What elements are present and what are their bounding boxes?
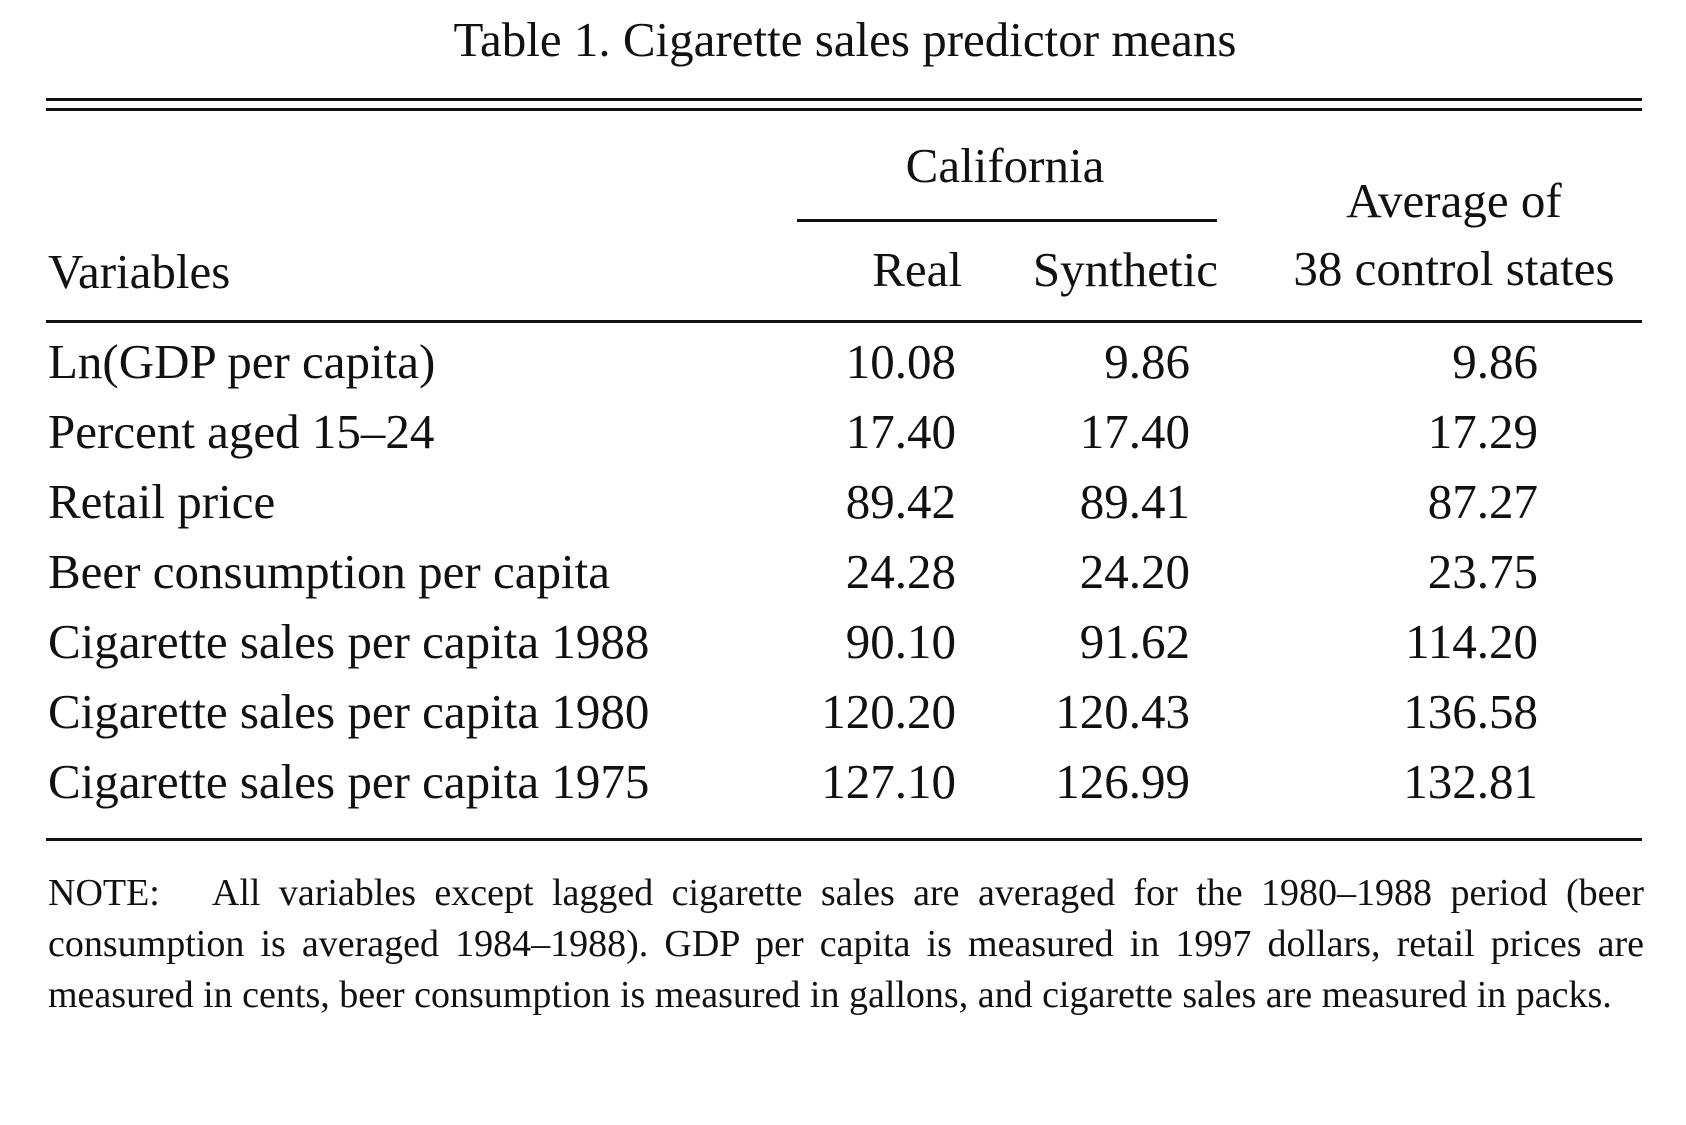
row-synthetic-value: 120.43 (1055, 684, 1190, 739)
table-row: Cigarette sales per capita 1975 127.10 1… (0, 750, 1686, 820)
row-synthetic-value: 9.86 (1104, 334, 1190, 389)
row-variable: Beer consumption per capita (48, 544, 610, 599)
row-synthetic-value: 24.20 (1079, 544, 1190, 599)
row-real-value: 120.20 (821, 684, 956, 739)
table-row: Ln(GDP per capita) 10.08 9.86 9.86 (0, 330, 1686, 400)
average-header-line1: Average of (1346, 173, 1562, 228)
row-synthetic-value: 91.62 (1079, 614, 1190, 669)
california-group-rule (797, 219, 1217, 222)
row-real-value: 89.42 (845, 474, 956, 529)
header-rule (46, 320, 1642, 323)
table-row: Beer consumption per capita 24.28 24.20 … (0, 540, 1686, 610)
row-real-value: 17.40 (845, 404, 956, 459)
table-row: Percent aged 15–24 17.40 17.40 17.29 (0, 400, 1686, 470)
row-average-value: 136.58 (1403, 684, 1538, 739)
row-real-value: 127.10 (821, 754, 956, 809)
table-row: Cigarette sales per capita 1988 90.10 91… (0, 610, 1686, 680)
bottom-rule (46, 838, 1642, 841)
table-note: NOTE: All variables except lagged cigaret… (48, 868, 1644, 1021)
california-group-header: California (905, 138, 1105, 193)
row-real-value: 90.10 (845, 614, 956, 669)
row-synthetic-value: 89.41 (1079, 474, 1190, 529)
row-real-value: 10.08 (845, 334, 956, 389)
row-average-value: 87.27 (1427, 474, 1538, 529)
synthetic-header: Synthetic (1032, 242, 1218, 297)
note-label: NOTE: (48, 872, 160, 914)
row-average-value: 23.75 (1427, 544, 1538, 599)
row-real-value: 24.28 (845, 544, 956, 599)
top-rule-upper (46, 98, 1642, 101)
row-variable: Ln(GDP per capita) (48, 334, 436, 389)
table-title: Table 1. Cigarette sales predictor means (453, 12, 1237, 67)
row-average-value: 17.29 (1427, 404, 1538, 459)
table-row: Retail price 89.42 89.41 87.27 (0, 470, 1686, 540)
row-synthetic-value: 17.40 (1079, 404, 1190, 459)
row-variable: Cigarette sales per capita 1988 (48, 614, 650, 669)
real-header: Real (872, 242, 962, 297)
average-header-line2: 38 control states (1293, 241, 1615, 296)
row-average-value: 9.86 (1452, 334, 1538, 389)
row-variable: Cigarette sales per capita 1975 (48, 754, 650, 809)
row-variable: Retail price (48, 474, 276, 529)
row-variable: Cigarette sales per capita 1980 (48, 684, 650, 739)
table-row: Cigarette sales per capita 1980 120.20 1… (0, 680, 1686, 750)
row-average-value: 114.20 (1405, 614, 1538, 669)
variables-header: Variables (48, 244, 231, 299)
row-average-value: 132.81 (1403, 754, 1538, 809)
row-synthetic-value: 126.99 (1055, 754, 1190, 809)
top-rule-lower (46, 108, 1642, 111)
note-text: All variables except lagged cigarette sa… (48, 872, 1644, 1016)
row-variable: Percent aged 15–24 (48, 404, 435, 459)
